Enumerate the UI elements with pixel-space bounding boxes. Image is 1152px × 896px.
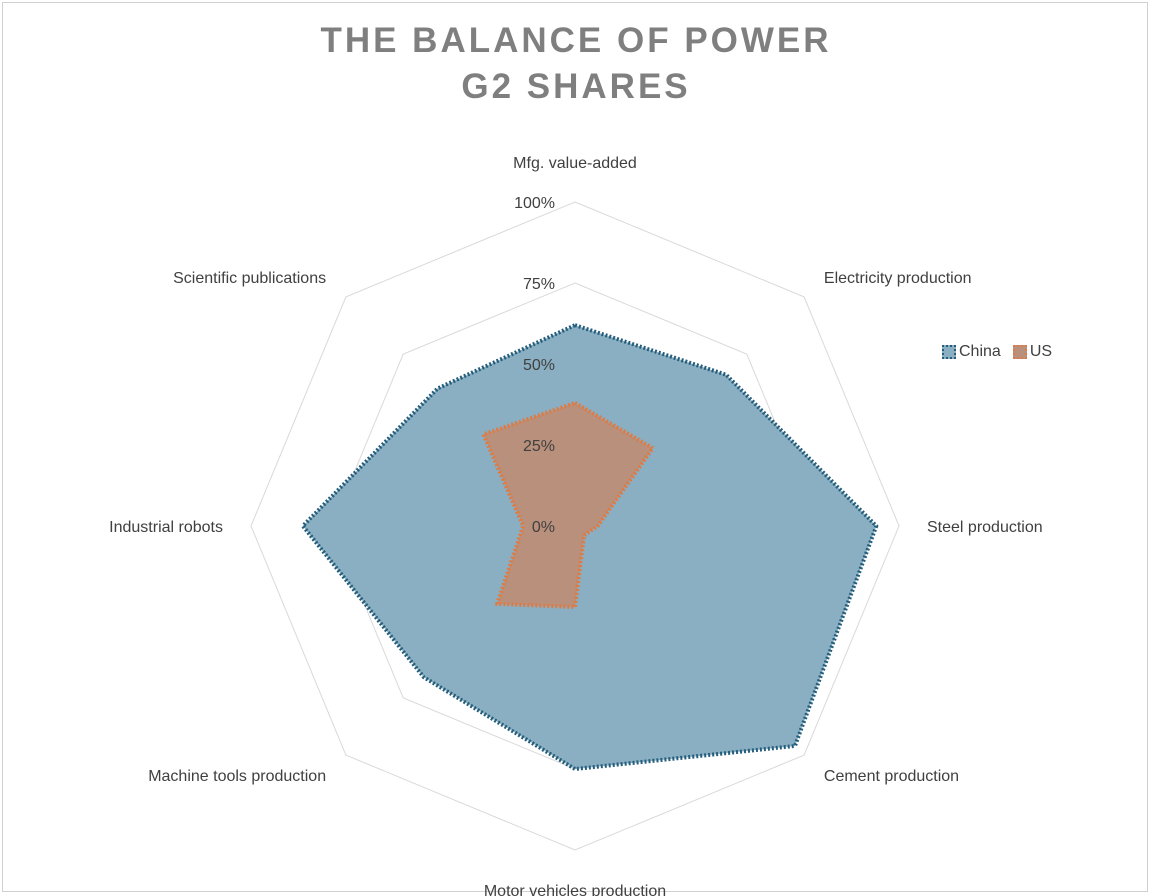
tick-label-100: 100%	[514, 195, 555, 212]
axis-label-steel-production: Steel production	[927, 519, 1043, 536]
legend-marker-china	[942, 345, 956, 359]
tick-label-0: 0%	[532, 519, 555, 536]
series-china-area	[300, 323, 879, 771]
legend-label-china: China	[959, 343, 1001, 360]
tick-label-50: 50%	[523, 357, 555, 374]
legend: China US	[942, 343, 1052, 361]
axis-label-machine-tools-production: Machine tools production	[148, 768, 326, 785]
chart-title-line-1: THE BALANCE OF POWER	[320, 21, 832, 60]
legend-item-us: US	[1012, 343, 1053, 361]
axis-label-motor-vehicles-production: Motor vehicles production	[484, 883, 666, 896]
axis-label-mfg-value-added: Mfg. value-added	[513, 155, 637, 172]
chart-title: THE BALANCE OF POWER G2 SHARES	[0, 18, 1152, 110]
chart-title-line-2: G2 SHARES	[461, 67, 691, 106]
axis-label-electricity-production: Electricity production	[824, 270, 972, 287]
axis-label-cement-production: Cement production	[824, 768, 959, 785]
legend-label-us: US	[1029, 343, 1053, 360]
series-us-area	[481, 400, 655, 609]
tick-label-75: 75%	[523, 276, 555, 293]
legend-marker-us	[1012, 345, 1027, 359]
tick-label-25: 25%	[523, 438, 555, 455]
axis-label-industrial-robots: Industrial robots	[109, 519, 223, 536]
axis-label-scientific-publications: Scientific publications	[173, 270, 326, 287]
grid-ring-100	[250, 201, 900, 851]
legend-item-china: China	[942, 343, 1001, 361]
